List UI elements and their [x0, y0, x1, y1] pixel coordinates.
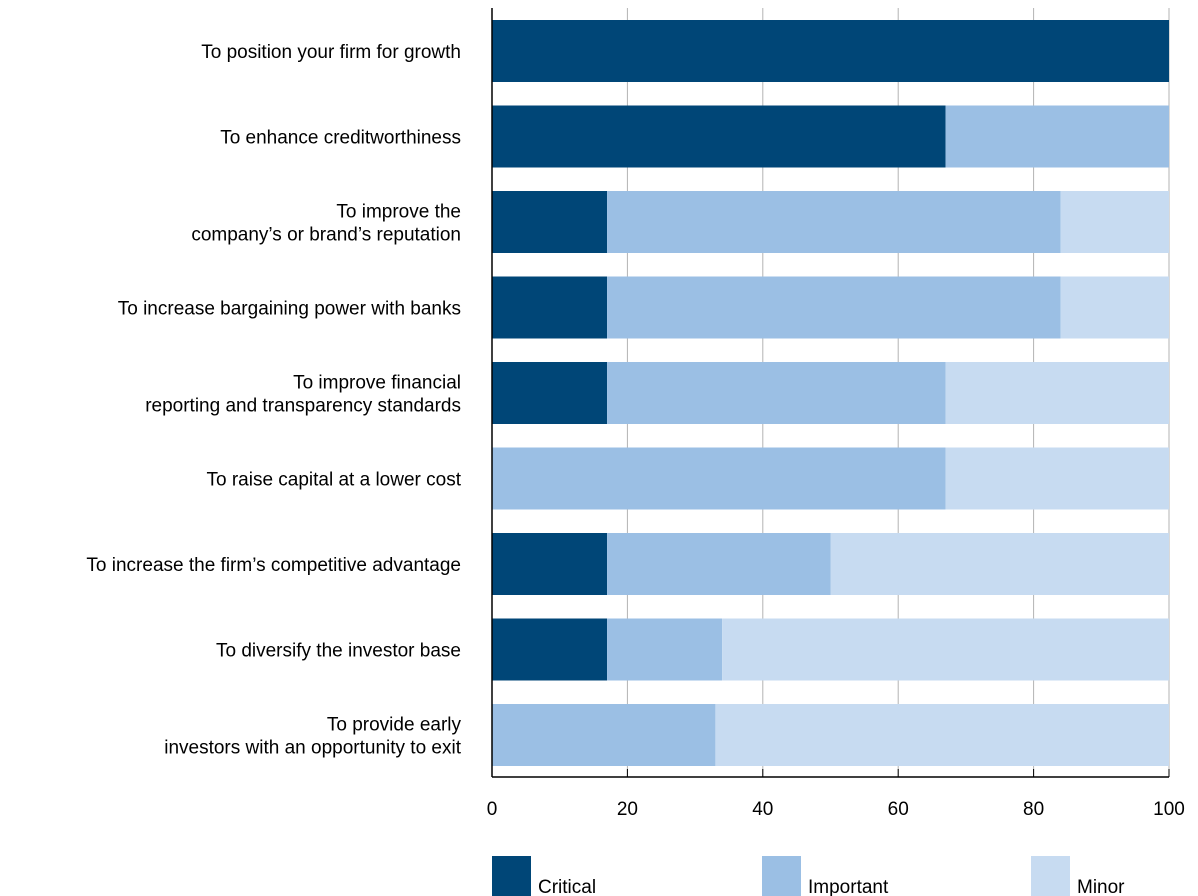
category-label: To improve the company’s or brand’s reput… — [191, 202, 461, 246]
bar-critical — [492, 20, 1169, 82]
category-label: To position your firm for growth — [201, 42, 461, 63]
category-labels: To position your firm for growth To enhan… — [86, 42, 461, 759]
legend-item-minor: Minor — [1031, 856, 1125, 896]
bars — [492, 20, 1169, 766]
x-tick-label: 80 — [1023, 799, 1044, 820]
bar-minor — [945, 362, 1169, 424]
bar-minor — [1060, 276, 1169, 339]
bar-minor — [715, 704, 1169, 766]
bar-critical — [492, 105, 946, 168]
bar-important — [492, 704, 716, 766]
legend-item-critical: Critical — [492, 856, 596, 896]
category-label: To increase bargaining power with banks — [118, 299, 461, 320]
legend-item-important: Important — [762, 856, 889, 896]
bar-critical — [492, 618, 608, 681]
category-label: To provide early investors with an opport… — [164, 715, 461, 759]
bar-minor — [1060, 191, 1169, 253]
bar-critical — [492, 362, 608, 424]
x-tick-labels: 0 20 40 60 80 100 — [487, 799, 1185, 820]
bar-important — [945, 105, 1169, 168]
x-tick-label: 40 — [752, 799, 773, 820]
bar-critical — [492, 276, 608, 339]
category-label: To enhance creditworthiness — [220, 128, 461, 149]
legend-swatch — [1031, 856, 1070, 896]
x-tick-label: 20 — [617, 799, 638, 820]
legend-swatch — [762, 856, 801, 896]
legend-label: Minor — [1077, 877, 1125, 896]
legend-label: Important — [808, 877, 889, 896]
category-label: To increase the firm’s competitive advan… — [86, 555, 461, 576]
category-label: To diversify the investor base — [216, 641, 461, 662]
bar-minor — [945, 447, 1169, 510]
bar-important — [492, 447, 946, 510]
category-label: To raise capital at a lower cost — [206, 470, 461, 491]
bar-important — [607, 618, 723, 681]
bar-important — [607, 533, 831, 595]
category-label: To improve financial reporting and transp… — [145, 373, 461, 417]
legend: Critical Important Minor — [492, 856, 1125, 896]
bar-important — [607, 362, 946, 424]
bar-important — [607, 276, 1061, 339]
bar-minor — [722, 618, 1169, 681]
axes — [491, 8, 1170, 778]
bar-minor — [830, 533, 1169, 595]
bar-important — [607, 191, 1061, 253]
x-tick-label: 0 — [487, 799, 498, 820]
legend-label: Critical — [538, 877, 596, 896]
legend-swatch — [492, 856, 531, 896]
x-tick-label: 60 — [888, 799, 909, 820]
bar-critical — [492, 191, 608, 253]
bar-critical — [492, 533, 608, 595]
x-tick-label: 100 — [1153, 799, 1185, 820]
